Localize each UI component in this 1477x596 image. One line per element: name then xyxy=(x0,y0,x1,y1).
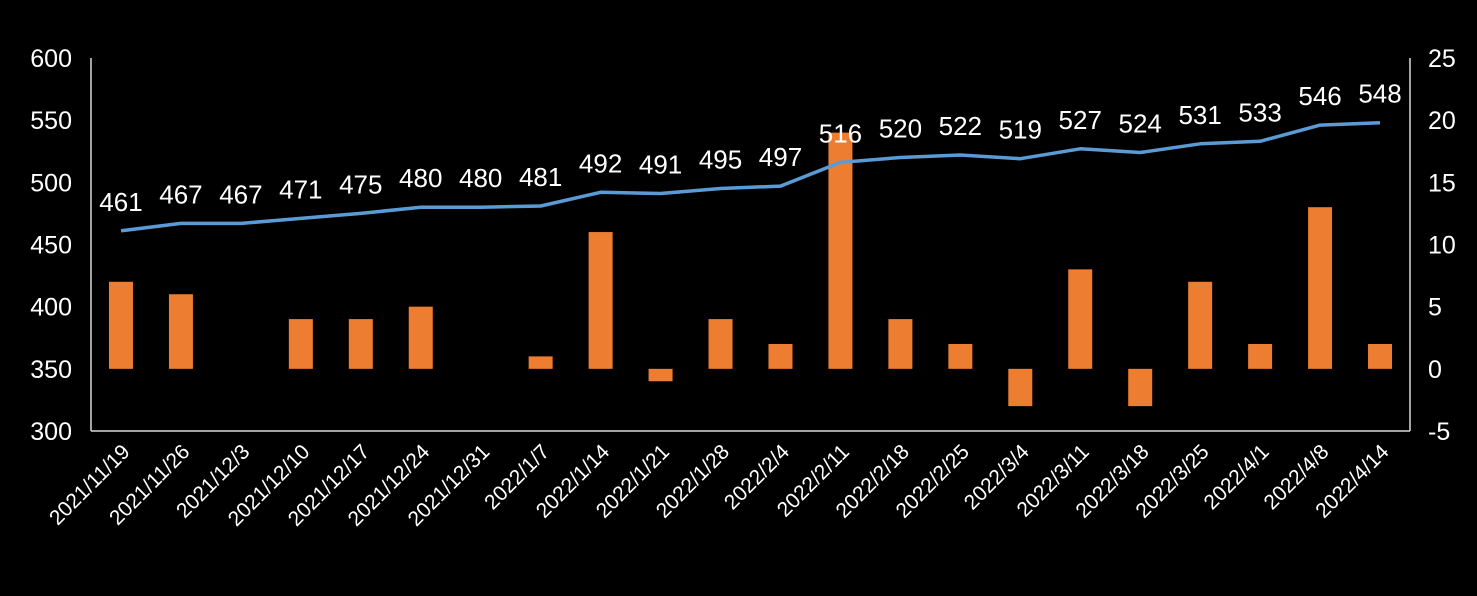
left-axis-tick-label: 550 xyxy=(30,107,72,135)
bar xyxy=(409,307,433,369)
line-data-label: 497 xyxy=(759,142,802,172)
right-axis-tick-label: 5 xyxy=(1428,294,1442,322)
line-data-label: 481 xyxy=(519,162,562,192)
bar xyxy=(289,319,313,369)
right-axis-tick-label: 0 xyxy=(1428,356,1442,384)
left-axis-tick-label: 400 xyxy=(30,294,72,322)
line-data-label: 495 xyxy=(699,145,742,175)
line-data-label: 471 xyxy=(279,174,322,204)
bar xyxy=(948,344,972,369)
left-axis-tick-label: 500 xyxy=(30,169,72,197)
line-data-label: 548 xyxy=(1358,79,1401,109)
bar xyxy=(1308,207,1332,369)
line-data-label: 546 xyxy=(1298,81,1341,111)
right-axis-tick-label: 25 xyxy=(1428,45,1456,73)
right-axis-tick-label: 10 xyxy=(1428,232,1456,260)
line-data-label: 461 xyxy=(99,187,142,217)
line-data-label: 520 xyxy=(879,113,922,143)
bar xyxy=(828,133,852,369)
line-data-label: 522 xyxy=(939,111,982,141)
bar xyxy=(589,232,613,369)
line-data-label: 492 xyxy=(579,148,622,178)
bar xyxy=(109,282,133,369)
left-axis-tick-label: 350 xyxy=(30,356,72,384)
bar xyxy=(1068,269,1092,368)
left-axis-tick-label: 300 xyxy=(30,418,72,446)
bar xyxy=(1368,344,1392,369)
left-axis-tick-label: 450 xyxy=(30,232,72,260)
line-data-label: 491 xyxy=(639,150,682,180)
bar xyxy=(1128,369,1152,406)
line-data-label: 516 xyxy=(819,118,862,148)
bar xyxy=(169,294,193,369)
line-data-label: 524 xyxy=(1119,108,1162,138)
bar xyxy=(529,356,553,368)
right-axis-tick-label: 20 xyxy=(1428,107,1456,135)
line-data-label: 533 xyxy=(1238,97,1281,127)
line-data-label: 475 xyxy=(339,169,382,199)
bar xyxy=(1008,369,1032,406)
data-labels: 461 467 467 471 475 480 480 481 492 491 495 497 516 5… xyxy=(99,79,1401,217)
bar xyxy=(1188,282,1212,369)
right-axis-tick-label: 15 xyxy=(1428,169,1456,197)
bar xyxy=(649,369,673,381)
left-axis-tick-label: 600 xyxy=(30,45,72,73)
bar xyxy=(1248,344,1272,369)
bar xyxy=(768,344,792,369)
bar xyxy=(888,319,912,369)
line-data-label: 480 xyxy=(399,163,442,193)
line-data-label: 519 xyxy=(999,115,1042,145)
line-data-label: 467 xyxy=(219,179,262,209)
line-data-label: 527 xyxy=(1059,105,1102,135)
bar xyxy=(709,319,733,369)
x-axis-tick-label: 2022/4/1 xyxy=(1200,440,1274,514)
line-data-label: 480 xyxy=(459,163,502,193)
bar xyxy=(349,319,373,369)
right-axis-tick-label: -5 xyxy=(1428,418,1450,446)
line-data-label: 467 xyxy=(159,179,202,209)
line-data-label: 531 xyxy=(1178,100,1221,130)
